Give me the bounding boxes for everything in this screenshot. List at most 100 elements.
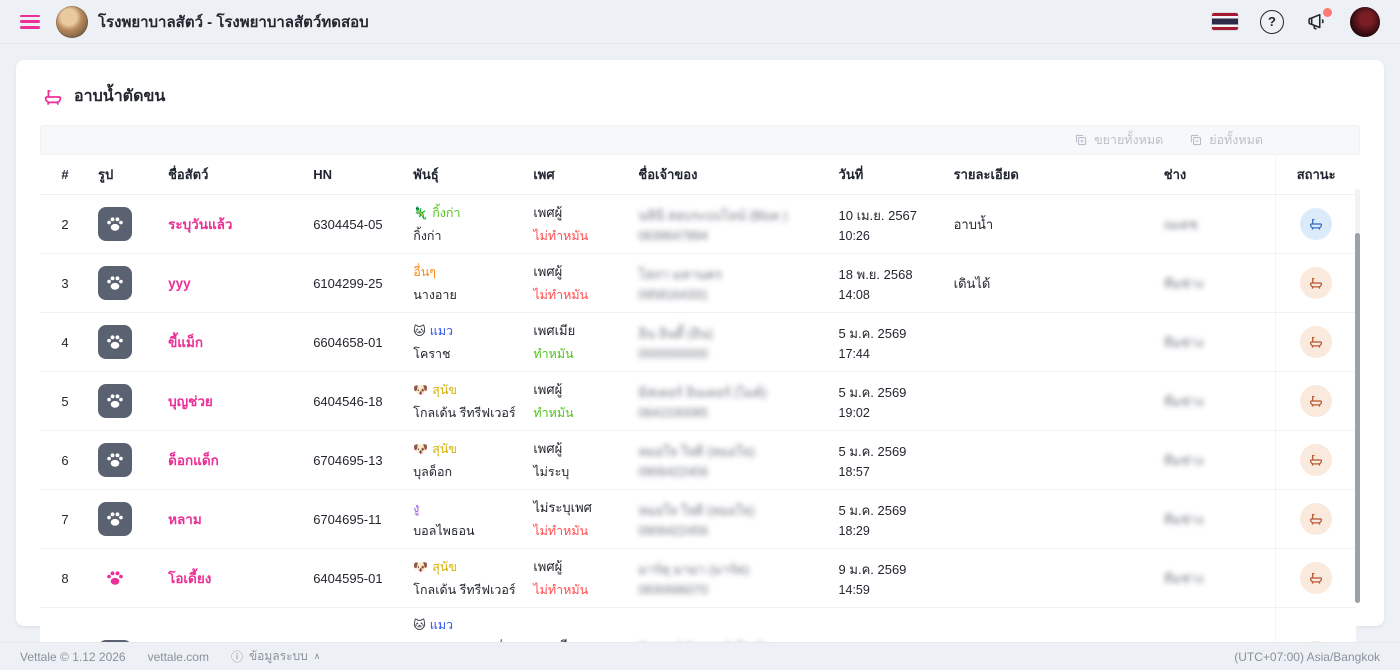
pet-name-link[interactable]: โอเดี้ยง <box>168 571 212 586</box>
breed-label: บอลไพธอน <box>413 523 475 538</box>
species-icon: 🦎 <box>413 205 429 220</box>
pet-photo[interactable] <box>98 384 133 418</box>
sex-label: เพศผู้ <box>533 264 563 279</box>
hn-value: 6704695-11 <box>305 489 406 549</box>
groomer-name: ณเดช <box>1163 216 1198 232</box>
help-icon[interactable]: ? <box>1260 9 1284 34</box>
status-button[interactable] <box>1300 444 1333 476</box>
hn-value: 6604658-01 <box>305 312 406 372</box>
status-button[interactable] <box>1300 385 1333 417</box>
pet-photo[interactable] <box>98 502 133 536</box>
status-button[interactable] <box>1300 503 1333 535</box>
date-value: 18 พ.ย. 2568 <box>838 267 913 282</box>
footer-copyright: Vettale © 1.12 2026 <box>20 649 126 664</box>
expand-all-button[interactable]: ขยายทั้งหมด <box>1074 130 1163 150</box>
pet-photo[interactable] <box>98 443 133 477</box>
species-icon: 🐶 <box>413 382 429 397</box>
row-number: 8 <box>40 548 91 608</box>
owner-phone: 0830696070 <box>638 583 708 597</box>
breed-label: บุลด็อก <box>413 464 453 479</box>
details-value <box>945 548 1156 608</box>
user-avatar[interactable] <box>1350 6 1380 37</box>
details-value: เดินได้ <box>945 253 1156 313</box>
info-icon: ⓘ <box>230 650 243 664</box>
owner-phone: 0906422456 <box>638 465 708 479</box>
species-label: แมว <box>429 618 454 632</box>
row-number: 2 <box>40 194 91 254</box>
announcements-button[interactable] <box>1306 7 1332 33</box>
pet-photo[interactable] <box>98 561 132 595</box>
species-label: สุนัข <box>432 382 457 397</box>
footer-site-link[interactable]: vettale.com <box>147 649 209 664</box>
species-label: กิ้งก่า <box>432 205 461 220</box>
pet-name-link[interactable]: บุญช่วย <box>168 394 213 409</box>
footer: Vettale © 1.12 2026 vettale.com ⓘ ข้อมูล… <box>0 642 1400 670</box>
owner-phone: 0639647894 <box>638 229 708 243</box>
sex-label: ไม่ระบุเพศ <box>533 500 592 515</box>
pet-name-link[interactable]: หลาม <box>168 512 202 527</box>
hn-value: 6704695-13 <box>305 430 406 490</box>
pet-name-link[interactable]: ด็อกแด็ก <box>168 453 219 468</box>
row-number: 3 <box>40 253 91 313</box>
details-value <box>945 430 1156 490</box>
bathtub-status-icon <box>1310 336 1323 348</box>
pet-photo[interactable] <box>98 325 133 359</box>
caret-up-icon: ∧ <box>313 651 321 661</box>
hn-value: 6104299-25 <box>305 253 406 313</box>
row-number: 4 <box>40 312 91 372</box>
owner-name: มิสเตอร์ อินเตอร์ (ไมค์) <box>638 385 767 400</box>
bathtub-icon <box>44 89 62 105</box>
grooming-page-card: อาบน้ำตัดขน ขยายทั้งหมด ย่อทั้งหมด # รูปช… <box>16 60 1384 670</box>
column-header: ชื่อสัตว์ <box>160 155 306 195</box>
groomer-name: ทีมช่าง <box>1163 570 1204 586</box>
owner-name: หมอใจ ใจดี (หมอใจ) <box>638 503 755 518</box>
notification-dot <box>1323 7 1332 17</box>
table-row: 5 บุญช่วย 6404546-18 🐶 สุนัข <box>40 371 1356 431</box>
collapse-all-button[interactable]: ย่อทั้งหมด <box>1189 130 1263 150</box>
sex-label: เพศผู้ <box>533 441 563 456</box>
pet-photo[interactable] <box>98 207 133 241</box>
sex-label: เพศผู้ <box>533 382 563 397</box>
bathtub-status-icon <box>1310 277 1323 289</box>
species-label: แมว <box>429 323 454 338</box>
pet-photo[interactable] <box>98 266 133 300</box>
sex-label: เพศผู้ <box>533 205 563 220</box>
species-label: งู <box>413 500 420 515</box>
time-value: 19:02 <box>838 406 870 420</box>
top-bar: โรงพยาบาลสัตว์ - โรงพยาบาลสัตว์ทดสอบ ? <box>0 0 1400 44</box>
species-label: สุนัข <box>432 441 457 456</box>
page-title: อาบน้ำตัดขน <box>74 88 166 105</box>
column-header: HN <box>305 155 406 195</box>
owner-name: มาร์คุ มาม่า (มาร์ค) <box>638 562 750 577</box>
owner-name: โสภา มหานคร <box>638 267 722 282</box>
column-header: เพศ <box>525 155 631 195</box>
status-button[interactable] <box>1300 562 1333 594</box>
paw-icon <box>107 571 123 585</box>
language-thai-flag-icon[interactable] <box>1212 13 1238 30</box>
species-label: อื่นๆ <box>413 264 437 279</box>
table-row: 2 ระบุวันแล้ว 6304454-05 🦎 กิ้ง <box>40 194 1356 254</box>
table-header-row: # รูป ชื่อสัตว์ HN พันธุ์ เพศ ชื่อเจ้าของ วันที… <box>40 155 1356 195</box>
status-button[interactable] <box>1300 267 1333 299</box>
species-icon: 🐶 <box>413 441 429 456</box>
date-value: 5 ม.ค. 2569 <box>838 326 907 341</box>
clinic-avatar[interactable] <box>56 5 88 38</box>
breed-label: นางอาย <box>413 287 457 302</box>
pet-name-link[interactable]: ระบุวันแล้ว <box>168 217 233 232</box>
vertical-scrollbar[interactable] <box>1355 189 1360 603</box>
row-number: 7 <box>40 489 91 549</box>
status-button[interactable] <box>1300 326 1333 358</box>
status-button[interactable] <box>1300 208 1333 240</box>
pet-name-link[interactable]: yyy <box>168 275 191 291</box>
time-value: 18:29 <box>838 524 870 538</box>
system-info-toggle[interactable]: ⓘ ข้อมูลระบบ ∧ <box>230 649 321 664</box>
neuter-label: ไม่ระบุ <box>533 465 570 479</box>
hamburger-menu-icon[interactable] <box>20 14 40 29</box>
column-header: # <box>40 155 91 195</box>
pet-name-link[interactable]: ขี้แม็ก <box>168 335 204 350</box>
owner-phone: 0958164331 <box>638 288 708 302</box>
paw-icon <box>107 276 123 290</box>
scrollbar-thumb[interactable] <box>1355 233 1360 603</box>
column-header: รูป <box>90 155 161 195</box>
breed-label: โคราช <box>413 346 451 361</box>
